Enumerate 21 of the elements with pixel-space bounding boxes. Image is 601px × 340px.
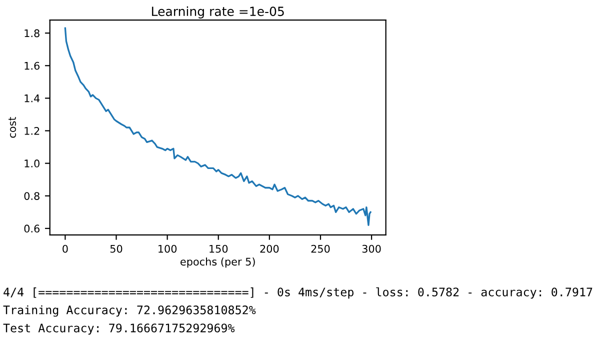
y-axis-title: cost bbox=[8, 116, 16, 138]
y-tick-label: 0.8 bbox=[24, 192, 40, 200]
x-tick-label: 100 bbox=[158, 244, 177, 253]
x-tick-label: 50 bbox=[110, 244, 122, 253]
y-tick-label: 1.6 bbox=[24, 62, 40, 70]
text: 4/4 [==============================] - 0s 4ms/step - loss: 0.5782 - accuracy: 0.7917 bbox=[4, 287, 592, 299]
x-tick-label: 300 bbox=[362, 244, 381, 253]
x-axis-title: epochs (per 5) bbox=[180, 258, 255, 268]
text: Training Accuracy: 72.9629635810852% bbox=[3, 305, 256, 317]
line-series bbox=[64, 27, 372, 226]
x-tick-label: 150 bbox=[210, 244, 228, 253]
x-tick-label: 0 bbox=[62, 244, 68, 253]
text: Test Accuracy: 79.16667175292969% bbox=[3, 324, 235, 335]
y-tick-label: 0.6 bbox=[24, 224, 40, 233]
y-tick-label: 1.8 bbox=[24, 29, 40, 38]
y-tick-label: 1.4 bbox=[24, 94, 40, 102]
x-tick-label: 200 bbox=[260, 244, 279, 253]
chart-title: Learning rate =1e-05 bbox=[152, 6, 284, 18]
x-tick-label: 250 bbox=[311, 244, 330, 253]
y-tick-label: 1.0 bbox=[24, 160, 40, 168]
y-tick-label: 1.2 bbox=[24, 126, 40, 135]
